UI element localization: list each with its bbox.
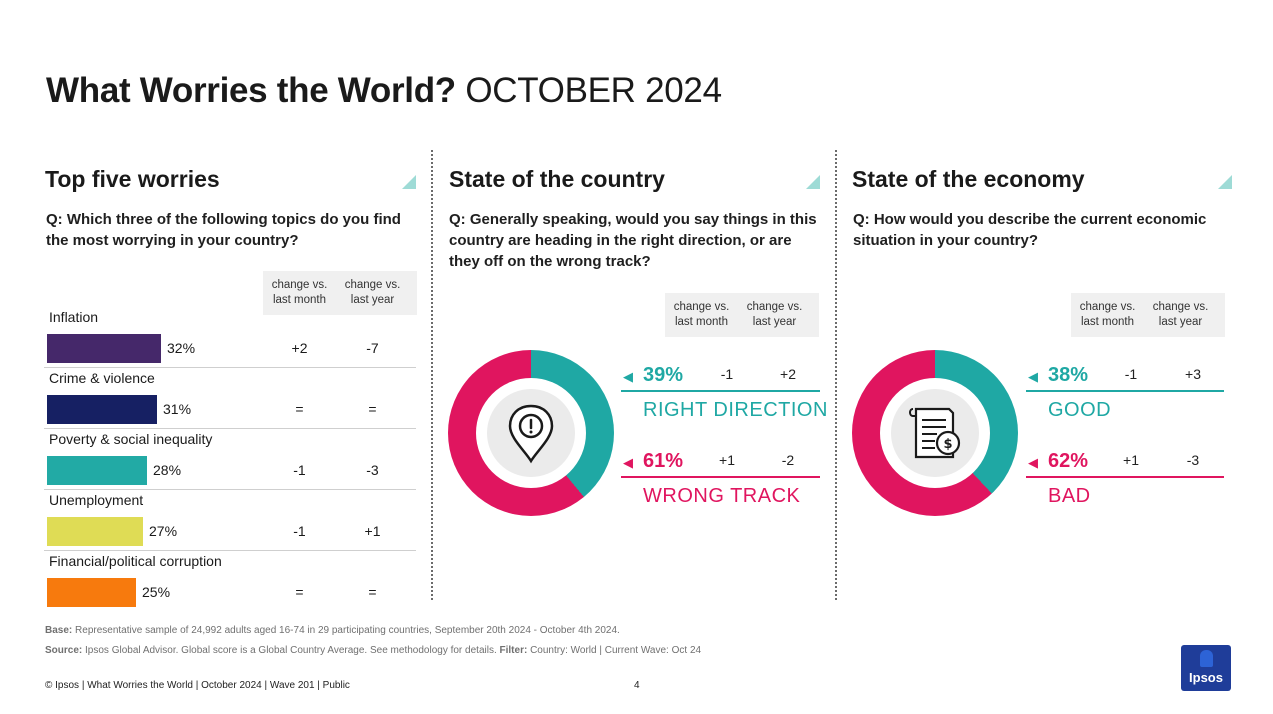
worry-row: Unemployment 27% -1 +1	[44, 490, 416, 551]
ipsos-logo: Ipsos	[1181, 645, 1231, 691]
country-question: Q: Generally speaking, would you say thi…	[449, 211, 817, 270]
country-right-label: RIGHT DIRECTION	[643, 399, 828, 421]
worry-row: Crime & violence 31% = =	[44, 368, 416, 429]
change-year-header: change vs. last year	[344, 279, 401, 306]
change-year-header: change vs. last year	[746, 301, 803, 328]
result-divider	[1026, 390, 1224, 392]
worry-label: Poverty & social inequality	[49, 431, 213, 447]
footnote-base-label: Base:	[45, 625, 73, 636]
logo-mark-icon	[1200, 650, 1213, 667]
result-divider	[621, 390, 820, 392]
worry-label: Financial/political corruption	[49, 553, 222, 569]
worry-percent: 32%	[167, 340, 196, 356]
worry-percent: 28%	[153, 462, 182, 478]
economy-bad-label: BAD	[1048, 485, 1091, 507]
page-title: What Worries the World? OCTOBER 2024	[46, 70, 722, 112]
worries-question: Q: Which three of the following topics d…	[46, 211, 401, 249]
page-number: 4	[634, 680, 640, 691]
footnote-filter-text: Country: World | Current Wave: Oct 24	[530, 645, 702, 656]
country-right-pct: 39%	[643, 364, 684, 386]
economy-title: State of the economy	[852, 166, 1085, 192]
economy-change-header: change vs. last month change vs. last ye…	[1071, 293, 1225, 337]
worry-change-year: -7	[366, 340, 379, 356]
worry-bar	[47, 334, 161, 363]
worry-percent: 31%	[163, 401, 192, 417]
change-month-header: change vs. last month	[271, 279, 328, 306]
country-wrong-label: WRONG TRACK	[643, 485, 801, 507]
footnote-source-text: Ipsos Global Advisor. Global score is a …	[85, 645, 497, 656]
country-wrong-pct: 61%	[643, 450, 684, 472]
worry-change-year: =	[368, 584, 377, 600]
worry-row: Inflation 32% +2 -7	[44, 307, 416, 368]
footnote-filter-label: Filter:	[499, 645, 528, 656]
change-month-header: change vs. last month	[673, 301, 730, 328]
page-title-date: OCTOBER 2024	[465, 71, 722, 110]
column-divider	[835, 150, 837, 600]
country-title: State of the country	[449, 166, 665, 192]
footnote-base: Base: Representative sample of 24,992 ad…	[45, 625, 620, 636]
result-divider	[621, 476, 820, 478]
result-divider	[1026, 476, 1224, 478]
country-wrong-change-year: -2	[781, 452, 795, 468]
footnote-base-text: Representative sample of 24,992 adults a…	[75, 625, 620, 636]
economy-question: Q: How would you describe the current ec…	[853, 211, 1207, 249]
location-pin-alert-icon	[487, 389, 575, 477]
country-right-change-month: -1	[720, 366, 734, 382]
worry-change-year: +1	[364, 523, 381, 539]
economy-bad-change-year: -3	[1186, 452, 1200, 468]
economy-good-change-year: +3	[1185, 366, 1201, 382]
worry-change-month: =	[295, 401, 304, 417]
worry-row: Poverty & social inequality 28% -1 -3	[44, 429, 416, 490]
result-arrow-icon: ◀	[1028, 369, 1038, 384]
copyright: © Ipsos | What Worries the World | Octob…	[45, 680, 350, 691]
worry-label: Unemployment	[49, 492, 144, 508]
corner-triangle-icon	[806, 175, 820, 189]
page-title-main: What Worries the World?	[46, 71, 456, 110]
result-arrow-icon: ◀	[623, 369, 633, 384]
logo-text: Ipsos	[1189, 670, 1223, 685]
result-arrow-icon: ◀	[623, 455, 633, 470]
invoice-dollar-icon: $	[891, 389, 979, 477]
country-change-header: change vs. last month change vs. last ye…	[665, 293, 819, 337]
worry-bar	[47, 456, 147, 485]
economy-donut-chart: $	[852, 350, 1018, 516]
worry-bar	[47, 395, 157, 424]
country-donut-chart	[448, 350, 614, 516]
change-year-header: change vs. last year	[1152, 301, 1209, 328]
worry-change-year: -3	[366, 462, 379, 478]
economy-good-label: GOOD	[1048, 399, 1112, 421]
worries-change-header: change vs. last month change vs. last ye…	[263, 271, 417, 315]
worry-percent: 27%	[149, 523, 178, 539]
footnote-source-label: Source:	[45, 645, 83, 656]
worry-change-month: +2	[291, 340, 308, 356]
worry-bar	[47, 517, 143, 546]
worry-row: Financial/political corruption 25% = =	[44, 551, 416, 612]
economy-good-pct: 38%	[1048, 364, 1089, 386]
footnote-source: Source: Ipsos Global Advisor. Global sco…	[45, 645, 701, 656]
economy-bad-change-month: +1	[1123, 452, 1139, 468]
country-wrong-change-month: +1	[719, 452, 735, 468]
worry-change-month: =	[295, 584, 304, 600]
economy-good-change-month: -1	[1124, 366, 1138, 382]
corner-triangle-icon	[1218, 175, 1232, 189]
result-arrow-icon: ◀	[1028, 455, 1038, 470]
economy-bad-pct: 62%	[1048, 450, 1089, 472]
column-divider	[431, 150, 433, 600]
worry-bar	[47, 578, 136, 607]
worry-change-year: =	[368, 401, 377, 417]
worry-change-month: -1	[293, 462, 306, 478]
worries-title: Top five worries	[45, 166, 220, 192]
worry-percent: 25%	[142, 584, 171, 600]
change-month-header: change vs. last month	[1079, 301, 1136, 328]
country-right-change-year: +2	[780, 366, 796, 382]
corner-triangle-icon	[402, 175, 416, 189]
svg-text:$: $	[943, 437, 952, 452]
worry-label: Inflation	[49, 309, 99, 325]
worry-change-month: -1	[293, 523, 306, 539]
worry-label: Crime & violence	[49, 370, 155, 386]
